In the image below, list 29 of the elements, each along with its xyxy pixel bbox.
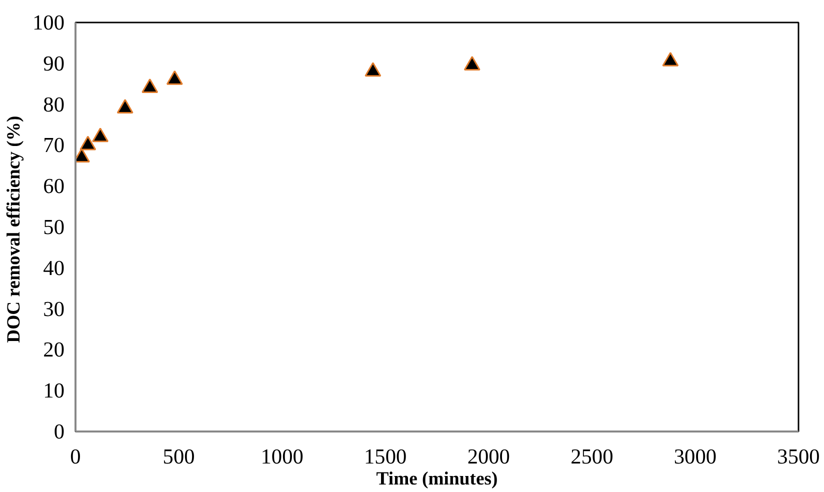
point	[364, 62, 382, 77]
x-tick-label: 500	[162, 444, 195, 468]
y-tick-label: 0	[54, 420, 65, 444]
x-axis-title: Time (minutes)	[376, 468, 498, 490]
x-tick-label: 3500	[777, 444, 820, 468]
x-tick-label: 3000	[674, 444, 717, 468]
y-tick-label: 20	[43, 338, 64, 362]
y-tick-label: 30	[43, 296, 64, 321]
y-tick-label: 100	[32, 10, 65, 34]
y-tick-label: 50	[43, 215, 64, 239]
y-tick-label: 80	[43, 92, 64, 116]
x-tick-label: 0	[70, 444, 81, 468]
x-tick-label: 1500	[364, 444, 407, 468]
point	[662, 52, 679, 66]
y-axis-title: DOC removal efficiency (%)	[4, 116, 25, 343]
x-tick-label: 2500	[570, 444, 614, 468]
y-tick-label: 60	[43, 174, 64, 198]
y-tick-label: 40	[43, 256, 64, 280]
point	[166, 70, 183, 85]
point	[92, 128, 109, 142]
point	[80, 136, 96, 150]
point	[116, 98, 134, 114]
y-tick-label: 10	[43, 378, 64, 403]
point	[142, 78, 158, 94]
y-tick-label: 70	[43, 133, 64, 158]
x-tick-label: 2000	[467, 444, 510, 468]
x-tick-label: 1000	[260, 444, 304, 468]
point	[464, 56, 480, 71]
y-tick-label: 90	[43, 51, 64, 76]
